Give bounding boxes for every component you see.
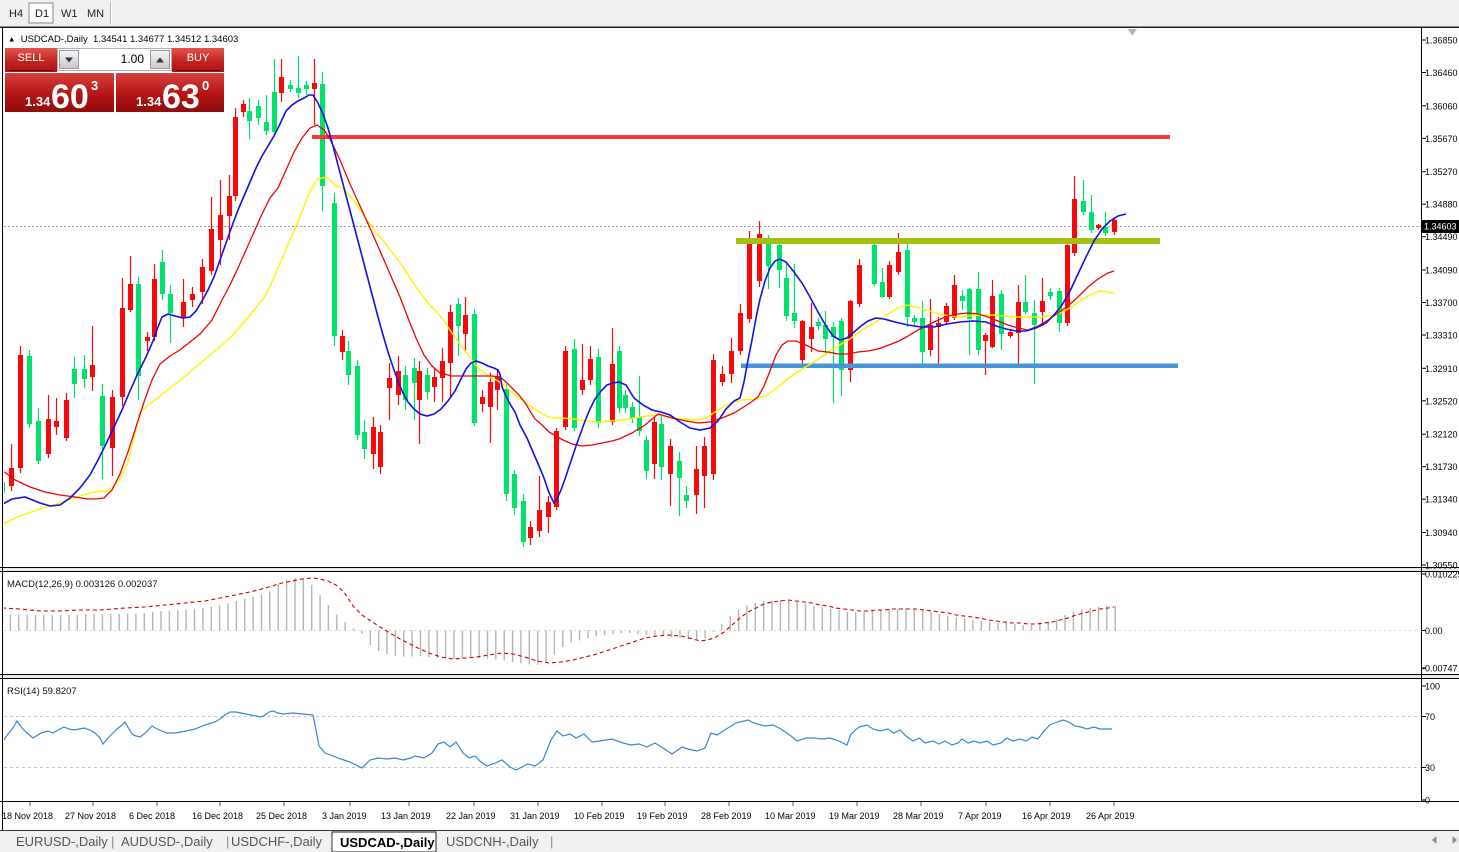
svg-text:30: 30 — [1425, 763, 1435, 773]
svg-text:0.010229: 0.010229 — [1425, 570, 1459, 580]
svg-text:10 Mar 2019: 10 Mar 2019 — [765, 811, 816, 821]
svg-text:28 Feb 2019: 28 Feb 2019 — [701, 811, 752, 821]
svg-text:31 Jan 2019: 31 Jan 2019 — [510, 811, 560, 821]
svg-text:1.33310: 1.33310 — [1425, 331, 1458, 341]
svg-text:1.32520: 1.32520 — [1425, 396, 1458, 406]
svg-text:1.32910: 1.32910 — [1425, 364, 1458, 374]
svg-text:1.33700: 1.33700 — [1425, 298, 1458, 308]
svg-text:USDCAD-,Daily: USDCAD-,Daily — [340, 835, 435, 850]
svg-text:28 Mar 2019: 28 Mar 2019 — [893, 811, 944, 821]
svg-text:|: | — [111, 834, 114, 849]
svg-text:|: | — [226, 834, 229, 849]
svg-text:1.30550: 1.30550 — [1425, 561, 1458, 571]
svg-text:1.34090: 1.34090 — [1425, 266, 1458, 276]
svg-text:6 Dec 2018: 6 Dec 2018 — [129, 811, 175, 821]
svg-text:18 Nov 2018: 18 Nov 2018 — [2, 811, 53, 821]
svg-text:|: | — [330, 834, 333, 849]
svg-text:22 Jan 2019: 22 Jan 2019 — [446, 811, 496, 821]
svg-text:7 Apr 2019: 7 Apr 2019 — [958, 811, 1002, 821]
svg-text:1.34603: 1.34603 — [1424, 222, 1457, 232]
svg-text:H4: H4 — [9, 8, 23, 20]
svg-text:W1: W1 — [61, 8, 78, 20]
svg-text:EURUSD-,Daily: EURUSD-,Daily — [16, 834, 108, 849]
svg-text:D1: D1 — [35, 8, 49, 20]
svg-text:MACD(12,26,9) 0.003126 0.00203: MACD(12,26,9) 0.003126 0.002037 — [7, 579, 158, 590]
svg-text:1.31340: 1.31340 — [1425, 495, 1458, 505]
svg-text:16 Dec 2018: 16 Dec 2018 — [192, 811, 243, 821]
svg-text:1.32120: 1.32120 — [1425, 430, 1458, 440]
svg-text:0.00: 0.00 — [1425, 626, 1443, 636]
svg-text:1.35270: 1.35270 — [1425, 167, 1458, 177]
svg-text:USDCHF-,Daily: USDCHF-,Daily — [231, 834, 323, 849]
svg-text:1.34880: 1.34880 — [1425, 200, 1458, 210]
svg-text:1.31730: 1.31730 — [1425, 462, 1458, 472]
svg-text:1.34490: 1.34490 — [1425, 232, 1458, 242]
svg-text:19 Feb 2019: 19 Feb 2019 — [637, 811, 688, 821]
svg-text:|: | — [550, 834, 553, 849]
svg-text:RSI(14) 59.8207: RSI(14) 59.8207 — [7, 686, 77, 697]
svg-text:1.30940: 1.30940 — [1425, 528, 1458, 538]
svg-text:-0.00747: -0.00747 — [1422, 664, 1458, 674]
svg-text:3 Jan 2019: 3 Jan 2019 — [322, 811, 367, 821]
svg-text:1.35670: 1.35670 — [1425, 134, 1458, 144]
svg-text:1.36850: 1.36850 — [1425, 36, 1458, 46]
svg-text:100: 100 — [1425, 682, 1440, 692]
svg-text:25 Dec 2018: 25 Dec 2018 — [256, 811, 307, 821]
svg-text:USDCNH-,Daily: USDCNH-,Daily — [446, 834, 539, 849]
svg-text:1.36060: 1.36060 — [1425, 101, 1458, 111]
svg-text:13 Jan 2019: 13 Jan 2019 — [381, 811, 431, 821]
svg-text:AUDUSD-,Daily: AUDUSD-,Daily — [121, 834, 213, 849]
svg-text:26 Apr 2019: 26 Apr 2019 — [1086, 811, 1135, 821]
svg-text:1.36460: 1.36460 — [1425, 68, 1458, 78]
svg-text:19 Mar 2019: 19 Mar 2019 — [829, 811, 880, 821]
svg-text:10 Feb 2019: 10 Feb 2019 — [574, 811, 625, 821]
svg-text:16 Apr 2019: 16 Apr 2019 — [1022, 811, 1071, 821]
svg-text:0: 0 — [1425, 796, 1430, 806]
svg-text:27 Nov 2018: 27 Nov 2018 — [65, 811, 116, 821]
svg-text:MN: MN — [87, 8, 104, 20]
svg-text:70: 70 — [1425, 712, 1435, 722]
